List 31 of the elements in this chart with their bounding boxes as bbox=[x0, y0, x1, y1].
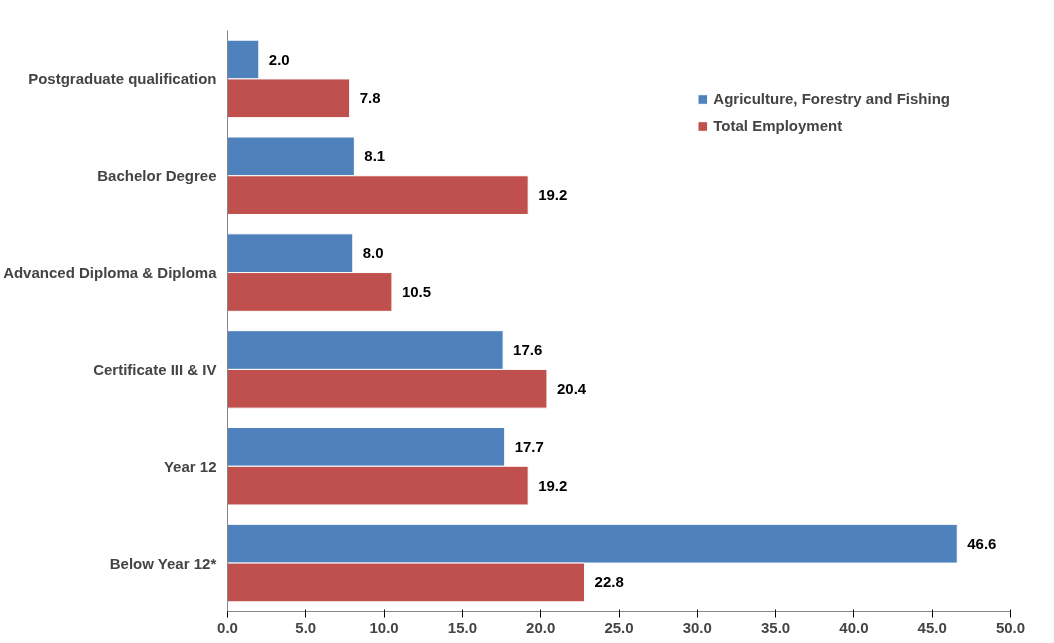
x-tick-label: 40.0 bbox=[839, 618, 869, 636]
x-tick-label: 25.0 bbox=[604, 618, 634, 636]
x-tick-label: 15.0 bbox=[447, 618, 478, 636]
x-tick-label: 50.0 bbox=[995, 618, 1026, 636]
x-tick-label: 0.0 bbox=[217, 618, 238, 636]
data-label: 17.7 bbox=[514, 437, 544, 455]
data-label: 19.2 bbox=[538, 476, 568, 494]
data-label: 22.8 bbox=[594, 573, 624, 591]
x-tick-label: 5.0 bbox=[295, 618, 317, 636]
x-tick-label: 35.0 bbox=[761, 618, 791, 636]
data-label: 8.0 bbox=[362, 244, 384, 262]
y-tick-label: Advanced Diploma & Diploma bbox=[3, 264, 218, 282]
data-label: 19.2 bbox=[538, 186, 568, 204]
legend-label: Total Employment bbox=[713, 117, 843, 134]
y-tick-label: Year 12 bbox=[163, 457, 217, 475]
data-label: 2.0 bbox=[268, 50, 290, 68]
y-tick-label: Postgraduate qualification bbox=[28, 70, 217, 88]
data-label: 8.1 bbox=[364, 147, 386, 165]
y-tick-label: Below Year 12* bbox=[109, 554, 217, 572]
y-tick-label: Bachelor Degree bbox=[97, 167, 217, 185]
data-label: 20.4 bbox=[556, 379, 587, 397]
y-tick-label: Certificate III & IV bbox=[93, 360, 217, 378]
legend-label: Agriculture, Forestry and Fishing bbox=[713, 90, 950, 107]
data-label: 10.5 bbox=[401, 282, 432, 300]
x-tick-label: 20.0 bbox=[526, 618, 556, 636]
x-tick-label: 10.0 bbox=[369, 618, 399, 636]
data-label: 46.6 bbox=[967, 534, 997, 552]
data-label: 17.6 bbox=[513, 341, 543, 359]
x-tick-label: 45.0 bbox=[917, 618, 947, 636]
x-tick-label: 30.0 bbox=[682, 618, 712, 636]
data-label: 7.8 bbox=[359, 89, 381, 107]
